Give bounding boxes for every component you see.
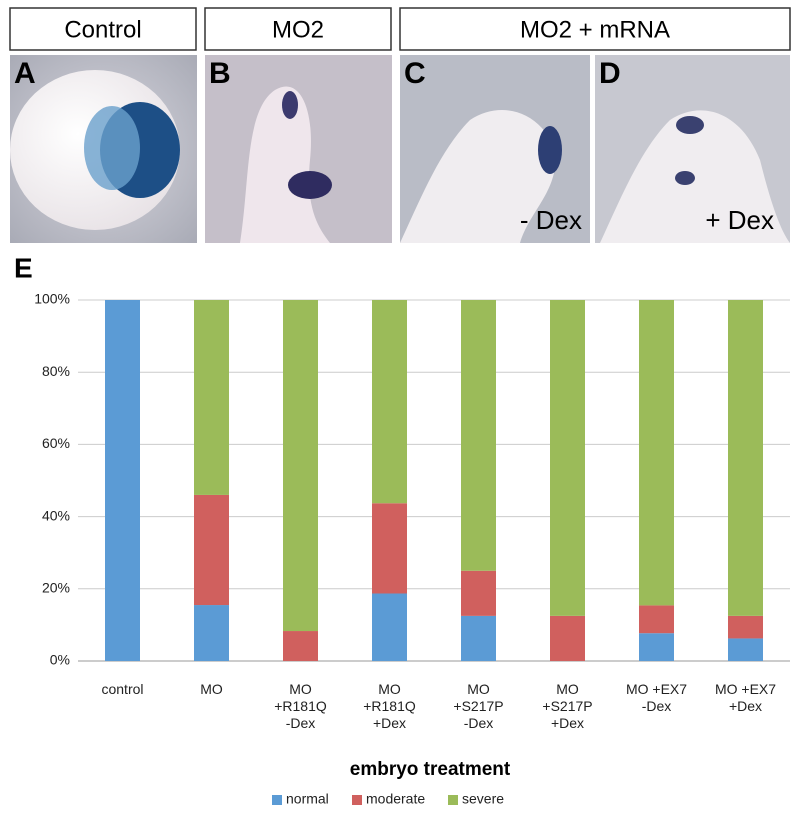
bar-segment — [639, 633, 674, 661]
x-tick-label: MO +S217P +Dex — [542, 681, 593, 731]
panel-letter: C — [404, 57, 426, 90]
panel-letter: A — [14, 57, 36, 90]
legend-label: moderate — [366, 791, 425, 807]
panel-letter: D — [599, 57, 621, 90]
y-tick-label: 0% — [50, 652, 70, 668]
header: Control — [64, 16, 141, 43]
x-tick-label: MO — [200, 681, 223, 697]
y-tick-label: 80% — [42, 363, 70, 379]
legend-label: severe — [462, 791, 504, 807]
panel-letter: E — [14, 252, 33, 283]
legend-swatch — [448, 795, 458, 805]
bar-segment — [461, 300, 496, 571]
y-tick-label: 20% — [42, 580, 70, 596]
x-tick-label: control — [101, 681, 144, 697]
legend-label: normal — [286, 791, 329, 807]
x-tick-label: MO +R181Q +Dex — [363, 681, 416, 731]
bar-segment — [372, 593, 407, 661]
bar-segment — [550, 615, 585, 661]
bar-segment — [728, 615, 763, 639]
x-tick-label: MO +EX7 -Dex — [625, 681, 688, 714]
bar-segment — [639, 605, 674, 634]
bar-segment — [550, 300, 585, 616]
bar-segment — [728, 638, 763, 661]
bar-segment — [461, 570, 496, 616]
x-tick-label: MO +S217P -Dex — [453, 681, 504, 731]
bar-segment — [194, 300, 229, 495]
panel-letter: B — [209, 57, 231, 90]
bar-segment — [105, 300, 140, 661]
y-tick-label: 40% — [42, 507, 70, 523]
bar-segment — [372, 503, 407, 594]
x-tick-label: MO +EX7 +Dex — [714, 681, 777, 714]
bar-segment — [728, 300, 763, 616]
bar-segment — [194, 494, 229, 606]
bar-segment — [194, 605, 229, 661]
legend-swatch — [272, 795, 282, 805]
bar-segment — [372, 300, 407, 504]
header-boxes — [9, 7, 791, 51]
legend-swatch — [352, 795, 362, 805]
y-tick-label: 100% — [34, 291, 70, 307]
photos — [10, 55, 790, 243]
bar-segment — [283, 300, 318, 632]
bar-segment — [639, 300, 674, 606]
y-tick-label: 60% — [42, 435, 70, 451]
x-axis-title: embryo treatment — [350, 759, 511, 780]
photo-label: + Dex — [705, 205, 774, 235]
x-tick-label: MO +R181Q -Dex — [274, 681, 327, 731]
header: MO2 — [272, 16, 324, 43]
bar-segment — [283, 631, 318, 661]
bar-segment — [461, 615, 496, 661]
header: MO2 + mRNA — [520, 16, 670, 43]
photo-label: - Dex — [520, 205, 582, 235]
